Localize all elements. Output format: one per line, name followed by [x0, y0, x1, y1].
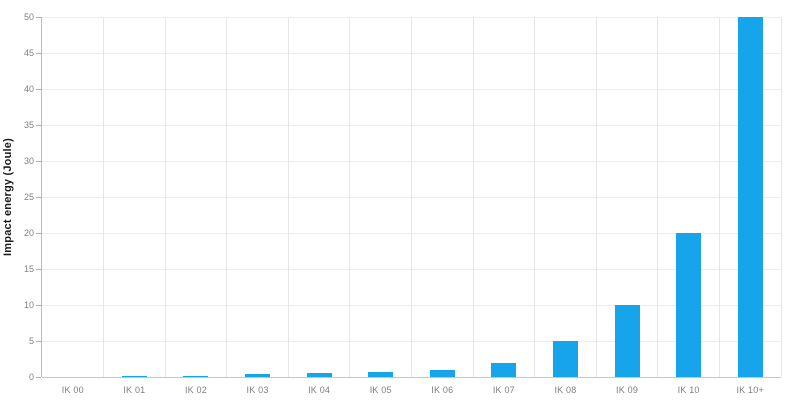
bar-ik-03 [245, 374, 271, 377]
bar-ik-02 [183, 375, 209, 377]
v-gridline [780, 17, 782, 377]
v-gridline [103, 17, 105, 377]
y-axis-line [41, 17, 42, 377]
bar-ik-05 [368, 371, 394, 377]
y-tick-mark [36, 124, 41, 126]
y-tick-label: 20 [23, 227, 34, 238]
y-tick-mark [36, 196, 41, 198]
y-tick-mark [36, 88, 41, 90]
y-tick-label: 15 [23, 263, 34, 274]
y-tick-mark [36, 52, 41, 54]
y-tick-mark [36, 376, 41, 378]
bar-ik-09 [614, 305, 640, 377]
x-axis-label: IK 06 [431, 385, 454, 395]
x-axis-label: IK 00 [61, 385, 84, 395]
x-axis-label: IK 02 [184, 385, 207, 395]
x-axis-label: IK 04 [308, 385, 331, 395]
y-tick-label: 45 [23, 47, 34, 58]
x-axis-label: IK 07 [492, 385, 515, 395]
bar-ik-06 [429, 369, 455, 377]
bar-ik-08 [552, 341, 578, 377]
v-gridline [718, 17, 720, 377]
x-axis-label: IK 08 [554, 385, 577, 395]
bar-ik-01 [121, 375, 147, 377]
y-tick-mark [36, 340, 41, 342]
y-tick-mark [36, 160, 41, 162]
y-tick-label: 25 [23, 191, 34, 202]
y-tick-mark [36, 16, 41, 18]
v-gridline [226, 17, 228, 377]
x-axis-label: IK 09 [616, 385, 639, 395]
v-gridline [657, 17, 659, 377]
y-tick-mark [36, 232, 41, 234]
x-axis-label: IK 01 [123, 385, 146, 395]
y-tick-label: 50 [23, 11, 34, 22]
x-axis-label: IK 10+ [736, 385, 764, 395]
v-gridline [534, 17, 536, 377]
v-gridline [472, 17, 474, 377]
v-gridline [164, 17, 166, 377]
y-tick-label: 30 [23, 155, 34, 166]
y-tick-label: 5 [28, 335, 34, 346]
v-gridline [411, 17, 412, 377]
bar-ik-04 [306, 373, 332, 377]
v-gridline [595, 17, 597, 377]
y-tick-label: 35 [23, 119, 34, 130]
v-gridline [287, 17, 289, 377]
bar-ik-10 [676, 233, 702, 377]
x-axis-label: IK 10 [677, 385, 700, 395]
x-axis-label: IK 03 [246, 385, 269, 395]
x-axis-line [42, 377, 781, 378]
y-tick-mark [36, 268, 41, 270]
y-tick-label: 0 [28, 371, 34, 382]
y-tick-label: 40 [23, 83, 34, 94]
y-tick-mark [36, 304, 41, 306]
y-tick-label: 10 [23, 299, 34, 310]
bar-ik-10plus [737, 17, 763, 377]
v-gridline [349, 17, 351, 377]
bar-ik-07 [491, 362, 517, 377]
x-axis-label: IK 05 [369, 385, 392, 395]
